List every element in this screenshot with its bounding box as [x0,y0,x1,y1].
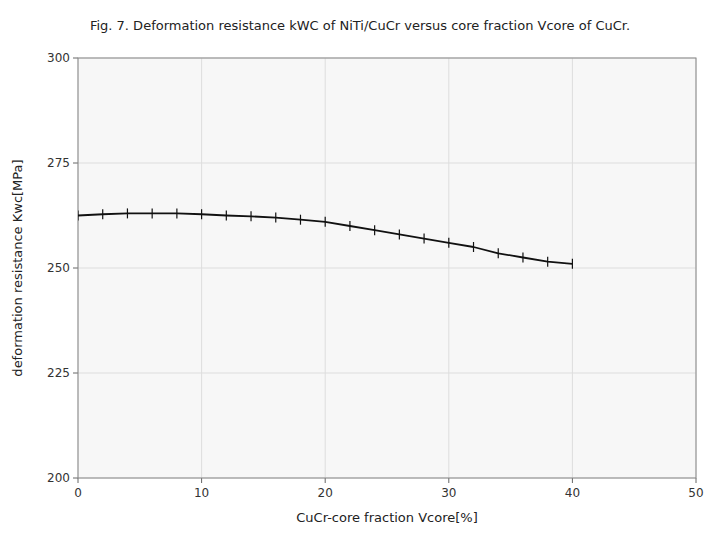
line [78,213,572,263]
tick-label: 50 [688,486,703,500]
tick [78,478,79,483]
grid [78,58,696,478]
tick-label: 0 [74,486,82,500]
tick-label: 10 [194,486,209,500]
marker [325,217,326,227]
marker [275,213,276,223]
marker [547,257,548,267]
tick [73,373,78,374]
marker [498,248,499,258]
marker [152,208,153,218]
marker [250,211,251,221]
grid-line [78,268,696,269]
plot-background [78,58,696,478]
marker [176,208,177,218]
tick-label: 250 [47,261,70,275]
tick [73,163,78,164]
tick [325,478,326,483]
tick-label: 200 [47,471,70,485]
marker [349,221,350,231]
tick [572,478,573,483]
marker [399,229,400,239]
grid-line [78,163,696,164]
marker [226,211,227,221]
series [78,208,572,268]
marker [127,208,128,218]
grid-line [572,58,573,478]
title: Fig. 7. Deformation resistance kWC of Ni… [90,18,630,33]
tick-label: 275 [47,156,70,170]
tick [696,478,697,483]
marker [102,209,103,219]
tick [73,478,78,479]
tick-label: 40 [565,486,580,500]
x-axis-label: CuCr-core fraction Vcore[%] [296,510,478,525]
marker [300,215,301,225]
tick [201,478,202,483]
marker [572,259,573,269]
y-axis-label: deformation resistance Kwc[MPa] [10,159,25,376]
marker [448,238,449,248]
tick-label: 30 [441,486,456,500]
tick-label: 225 [47,366,70,380]
tick [73,268,78,269]
chart: Fig. 7. Deformation resistance kWC of Ni… [0,0,720,540]
marker [78,211,79,221]
marker [201,209,202,219]
tick [73,58,78,59]
marker [522,253,523,263]
grid-line [78,373,696,374]
marker [423,234,424,244]
marker [473,242,474,252]
tick-label: 300 [47,51,70,65]
tick-label: 20 [318,486,333,500]
marker [374,225,375,235]
axes: 0 10 20 30 40 50 200 225 250 275 300 [47,51,704,500]
tick [448,478,449,483]
plot-frame [78,58,696,478]
